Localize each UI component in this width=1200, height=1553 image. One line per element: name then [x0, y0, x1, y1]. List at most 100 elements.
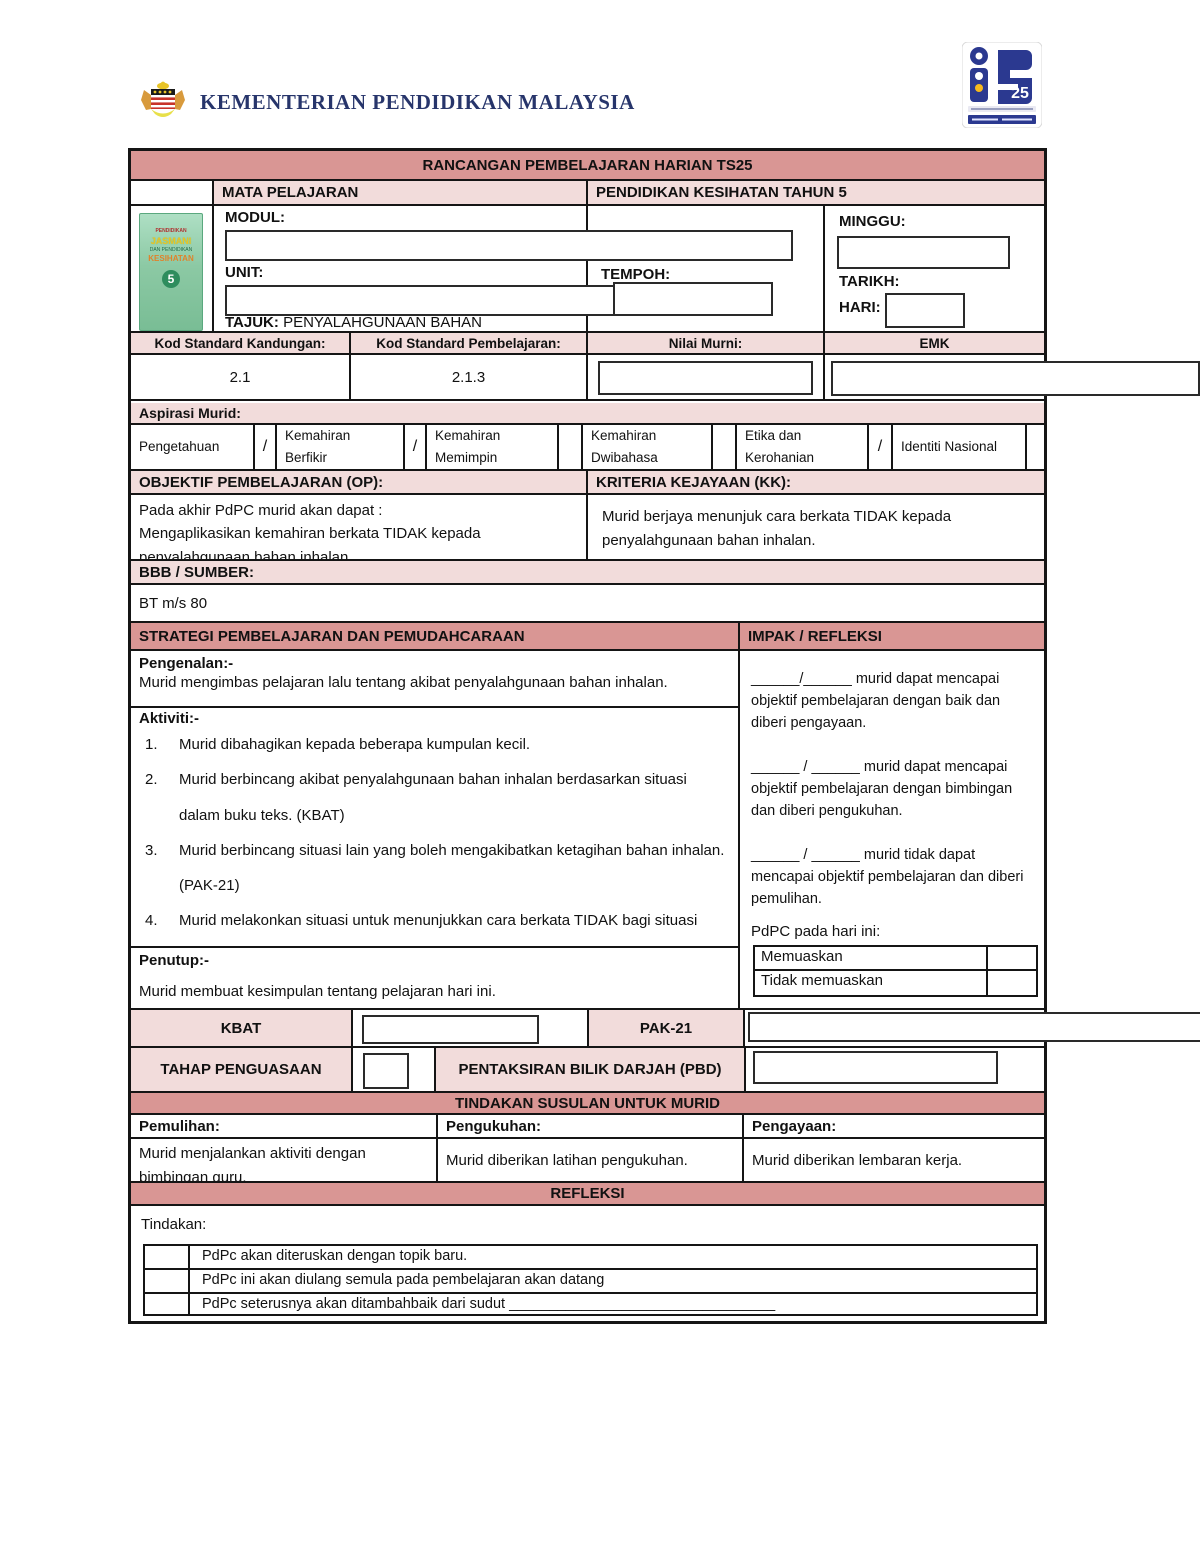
emk-cell: [825, 355, 1044, 401]
kk-label: KRITERIA KEJAYAAN (KK):: [588, 471, 1044, 495]
kbat-label: KBAT: [131, 1010, 353, 1048]
pdpc-table: Memuaskan Tidak memuaskan: [753, 945, 1038, 997]
impak-header: IMPAK / REFLEKSI: [740, 623, 1044, 651]
tindakan-cell: Tindakan: PdPc akan diteruskan dengan to…: [131, 1206, 1044, 1321]
kod-pembelajaran-label: Kod Standard Pembelajaran:: [351, 333, 588, 355]
kod-kandungan-label: Kod Standard Kandungan:: [131, 333, 351, 355]
impak-blank-1: ______/______ murid dapat mencapai objek…: [751, 671, 1001, 731]
book-line: JASMANI: [150, 235, 192, 246]
impak-blank-2: ______ / ______ murid dapat mencapai obj…: [751, 759, 1013, 819]
tindakan-row: PdPc akan diteruskan dengan topik baru.: [143, 1244, 1038, 1268]
aktiviti-item: 2. Murid berbincang akibat penyalahgunaa…: [139, 762, 730, 833]
form-title: RANCANGAN PEMBELAJARAN HARIAN TS25: [131, 151, 1044, 181]
emk-label: EMK: [825, 333, 1044, 355]
nilai-murni-cell: [588, 355, 825, 401]
op-line2: Mengaplikasikan kemahiran berkata TIDAK …: [139, 525, 481, 561]
aspirasi-item-label: Kemahiran Memimpin: [427, 425, 559, 471]
aktiviti-item-text: Murid dibahagikan kepada beberapa kumpul…: [179, 736, 531, 753]
impak-blank-3: ______ / ______ murid tidak dapat mencap…: [751, 847, 1024, 907]
tempoh-label: TEMPOH:: [601, 266, 671, 283]
tindakan-checkbox-1[interactable]: [145, 1246, 190, 1268]
pdpc-memuaskan-checkbox[interactable]: [988, 947, 1036, 969]
tajuk-label: TAJUK: PENYALAHGUNAAN BAHAN: [225, 314, 482, 331]
pengayaan-label: Pengayaan:: [744, 1115, 1044, 1139]
pemulihan-label: Pemulihan:: [131, 1115, 438, 1139]
tajuk-value: PENYALAHGUNAAN BAHAN: [283, 314, 483, 331]
pbd-input-cell: [746, 1048, 1044, 1093]
aktiviti-item: 1. Murid dibahagikan kepada beberapa kum…: [139, 727, 730, 762]
aktiviti-cell: Aktiviti:- 1. Murid dibahagikan kepada b…: [131, 708, 740, 948]
penutup-label: Penutup:-: [139, 952, 209, 969]
textbook-cover-image: PENDIDIKAN JASMANI DAN PENDIDIKAN KESIHA…: [139, 213, 203, 331]
tindakan-row: PdPc seterusnya akan ditambahbaik dari s…: [143, 1292, 1038, 1316]
aspirasi-mark-identiti[interactable]: [1027, 425, 1044, 471]
aktiviti-item: 3. Murid berbincang situasi lain yang bo…: [139, 833, 730, 904]
pengukuhan-text: Murid diberikan latihan pengukuhan.: [438, 1139, 744, 1183]
modul-unit-cell: [214, 206, 588, 333]
lesson-plan-table: RANCANGAN PEMBELAJARAN HARIAN TS25 MATA …: [128, 148, 1200, 1324]
pdpc-row: Memuaskan: [755, 947, 1036, 971]
op-content: Pada akhir PdPC murid akan dapat : Menga…: [131, 495, 588, 561]
kod-pembelajaran-value: 2.1.3: [351, 355, 588, 401]
aspirasi-mark-etika[interactable]: /: [869, 425, 893, 471]
refleksi-header: REFLEKSI: [131, 1183, 1044, 1206]
nilai-murni-input[interactable]: [598, 361, 813, 395]
hari-label: HARI:: [839, 299, 881, 316]
book-line: PENDIDIKAN: [155, 228, 187, 234]
unit-input[interactable]: [225, 285, 625, 316]
tindakan-label: Tindakan:: [141, 1216, 207, 1233]
impak-cell: [740, 651, 1044, 1010]
kbat-input[interactable]: [362, 1015, 539, 1044]
aspirasi-item-label: Etika dan Kerohanian: [737, 425, 869, 471]
emk-input[interactable]: [831, 361, 1200, 396]
tindakan-table: PdPc akan diteruskan dengan topik baru. …: [143, 1244, 1038, 1316]
aktiviti-item-text: Murid melakonkan situasi untuk menunjukk…: [179, 912, 698, 930]
tindakan-item-text: PdPc akan diteruskan dengan topik baru.: [202, 1248, 468, 1264]
pdpc-tidak-memuaskan-checkbox[interactable]: [988, 971, 1036, 995]
pdpc-row-label: Tidak memuaskan: [755, 971, 988, 995]
book-year-badge: 5: [162, 270, 180, 289]
bbb-label: BBB / SUMBER:: [131, 561, 1044, 585]
tindakan-checkbox-2[interactable]: [145, 1270, 190, 1292]
tindakan-susulan-header: TINDAKAN SUSULAN UNTUK MURID: [131, 1093, 1044, 1115]
ministry-title: KEMENTERIAN PENDIDIKAN MALAYSIA: [200, 90, 635, 114]
tindakan-row: PdPc ini akan diulang semula pada pembel…: [143, 1268, 1038, 1292]
pak21-input[interactable]: [748, 1012, 1200, 1042]
pdpc-row-label: Memuaskan: [755, 947, 988, 969]
pengenalan-text: Murid mengimbas pelajaran lalu tentang a…: [139, 674, 668, 691]
subject-label: MATA PELAJARAN: [214, 181, 588, 206]
op-line1: Pada akhir PdPC murid akan dapat :: [139, 502, 383, 519]
aktiviti-number: 3.: [145, 841, 158, 859]
ts25-logo: 25: [961, 41, 1043, 129]
aspirasi-mark-berfikir[interactable]: /: [405, 425, 427, 471]
aspirasi-item-label: Pengetahuan: [131, 425, 255, 471]
tahap-penguasaan-input[interactable]: [363, 1053, 409, 1089]
minggu-tarikh-cell: [825, 206, 1044, 333]
pbd-label: PENTAKSIRAN BILIK DARJAH (PBD): [436, 1048, 746, 1093]
tahap-input-cell: [353, 1048, 436, 1093]
aspirasi-mark-memimpin[interactable]: [559, 425, 583, 471]
subject-row-spacer: [131, 181, 214, 206]
strategi-header: STRATEGI PEMBELAJARAN DAN PEMUDAHCARAAN: [131, 623, 740, 651]
unit-label: UNIT:: [225, 264, 264, 281]
pbd-input[interactable]: [753, 1051, 998, 1084]
tindakan-checkbox-3[interactable]: [145, 1294, 190, 1314]
pemulihan-text: Murid menjalankan aktiviti dengan bimbin…: [131, 1139, 438, 1183]
modul-input[interactable]: [225, 230, 793, 261]
kod-kandungan-value: 2.1: [131, 355, 351, 401]
aspirasi-mark-pengetahuan[interactable]: /: [255, 425, 277, 471]
tarikh-label: TARIKH:: [839, 273, 900, 290]
hari-input[interactable]: [885, 293, 965, 328]
aspirasi-mark-dwibahasa[interactable]: [713, 425, 737, 471]
aspirasi-item-label: Identiti Nasional: [893, 425, 1027, 471]
pdpc-row: Tidak memuaskan: [755, 971, 1036, 995]
bbb-value: BT m/s 80: [131, 585, 1044, 623]
subject-value: PENDIDIKAN KESIHATAN TAHUN 5: [588, 181, 1044, 206]
aspirasi-item-label: Kemahiran Dwibahasa: [583, 425, 713, 471]
pak21-input-cell: [745, 1010, 1044, 1048]
tempoh-input[interactable]: [613, 282, 773, 316]
aktiviti-item-text: Murid berbincang akibat penyalahgunaan b…: [179, 771, 687, 824]
tajuk-label-text: TAJUK:: [225, 314, 279, 331]
minggu-input[interactable]: [837, 236, 1010, 269]
